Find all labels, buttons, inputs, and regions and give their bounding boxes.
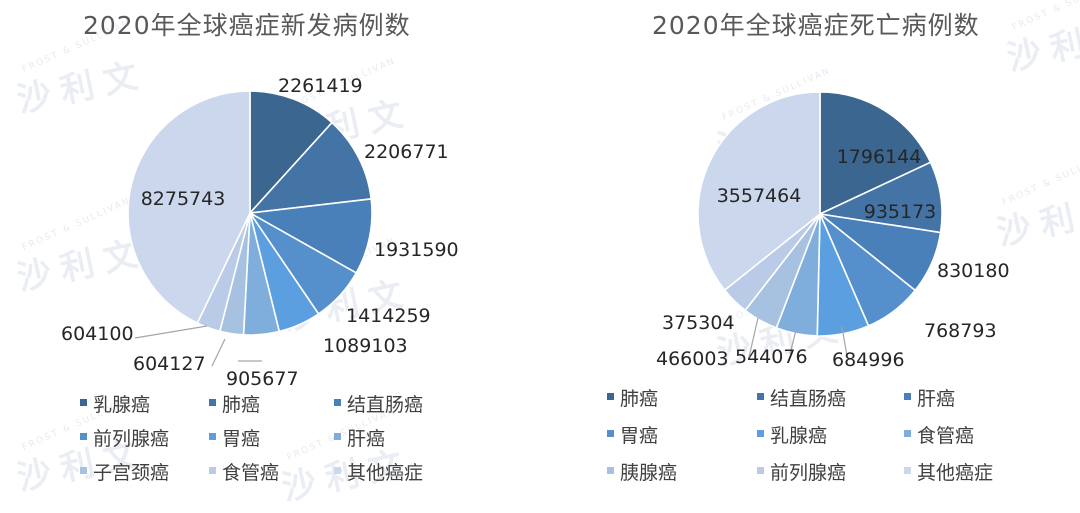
data-label: 466003: [656, 348, 729, 370]
legend-label: 前列腺癌: [93, 428, 169, 450]
legend-swatch: [334, 467, 341, 474]
label-leader-line: [748, 317, 759, 358]
legend-swatch: [80, 399, 87, 406]
right-chart-title: 2020年全球癌症死亡病例数: [652, 11, 980, 40]
legend-swatch: [904, 393, 911, 400]
legend-swatch: [607, 393, 614, 400]
data-label: 2261419: [278, 75, 363, 97]
data-label: 604100: [61, 323, 134, 345]
legend-swatch: [904, 467, 911, 474]
legend-label: 食管癌: [917, 425, 974, 447]
data-label: 1931590: [374, 239, 459, 261]
pie-slice-2: [247, 121, 373, 215]
legend-label: 乳腺癌: [770, 425, 827, 447]
legend-swatch: [80, 433, 87, 440]
legend-item: 结直肠癌: [334, 394, 423, 416]
legend-item: 子宫颈癌: [80, 462, 169, 484]
legend-swatch: [334, 433, 341, 440]
data-label: 684996: [832, 349, 905, 371]
legend-label: 肝癌: [917, 388, 955, 410]
pie-slice-9: [697, 91, 821, 292]
legend-item: 其他癌症: [334, 462, 423, 484]
legend-swatch: [607, 467, 614, 474]
legend-item: 肝癌: [334, 428, 385, 450]
legend-label: 结直肠癌: [770, 388, 846, 410]
legend-label: 胰腺癌: [620, 462, 677, 484]
data-label: 375304: [662, 312, 735, 334]
legend-label: 乳腺癌: [93, 394, 150, 416]
data-label: 905677: [226, 368, 299, 390]
data-label: 830180: [937, 260, 1010, 282]
mortality-pie: 1796144 935173 830180 768793 684996 544076 466…: [656, 91, 1010, 371]
legend-item: 胃癌: [209, 428, 260, 450]
pie-slice-1: [819, 91, 932, 216]
incidence-pie: 2261419 2206771 1931590 1414259 1089103 90567…: [61, 75, 459, 390]
legend-label: 肺癌: [222, 394, 260, 416]
legend-swatch: [607, 430, 614, 437]
legend-swatch: [757, 430, 764, 437]
label-leader-line: [789, 329, 797, 355]
legend-swatch: [209, 399, 216, 406]
legend-item: 肝癌: [904, 388, 955, 410]
legend-label: 肝癌: [347, 428, 385, 450]
legend-label: 子宫颈癌: [93, 462, 169, 484]
legend-label: 食管癌: [222, 462, 279, 484]
legend-item: 乳腺癌: [80, 394, 150, 416]
data-label: 8275743: [141, 188, 226, 210]
data-label: 2206771: [364, 141, 449, 163]
legend-swatch: [757, 393, 764, 400]
legend-item: 其他癌症: [904, 462, 993, 484]
label-leader-line: [841, 326, 848, 357]
data-label: 3557464: [717, 185, 802, 207]
legend-swatch: [757, 467, 764, 474]
legend-item: 肺癌: [607, 388, 658, 410]
pie-slice-3: [247, 198, 373, 275]
legend-label: 其他癌症: [917, 462, 993, 484]
legend-label: 肺癌: [620, 388, 658, 410]
data-label: 604127: [133, 353, 206, 375]
left-chart-title: 2020年全球癌症新发病例数: [83, 11, 411, 40]
legend-swatch: [80, 467, 87, 474]
legend-item: 前列腺癌: [757, 462, 846, 484]
legend-item: 乳腺癌: [757, 425, 827, 447]
legend-item: 胰腺癌: [607, 462, 677, 484]
data-label: 1089103: [323, 335, 408, 357]
legend-item: 胃癌: [607, 425, 658, 447]
pie-slice-1: [249, 90, 334, 216]
legend-swatch: [209, 433, 216, 440]
legend-item: 食管癌: [209, 462, 279, 484]
legend-label: 其他癌症: [347, 462, 423, 484]
legend-label: 前列腺癌: [770, 462, 846, 484]
data-label: 768793: [924, 320, 997, 342]
data-label: 1796144: [837, 146, 922, 168]
data-label: 935173: [864, 201, 937, 223]
legend-swatch: [904, 430, 911, 437]
label-leader-line: [134, 325, 208, 339]
legend-label: 胃癌: [222, 428, 260, 450]
legend-swatch: [334, 399, 341, 406]
data-label: 544076: [735, 346, 808, 368]
data-label: 1414259: [346, 305, 431, 327]
legend-item: 前列腺癌: [80, 428, 169, 450]
label-leader-line: [211, 338, 226, 367]
legend-item: 肺癌: [209, 394, 260, 416]
legend-item: 食管癌: [904, 425, 974, 447]
pie-slice-9: [127, 90, 251, 325]
legend-swatch: [209, 467, 216, 474]
legend-label: 胃癌: [620, 425, 658, 447]
legend-item: 结直肠癌: [757, 388, 846, 410]
legend-label: 结直肠癌: [347, 394, 423, 416]
